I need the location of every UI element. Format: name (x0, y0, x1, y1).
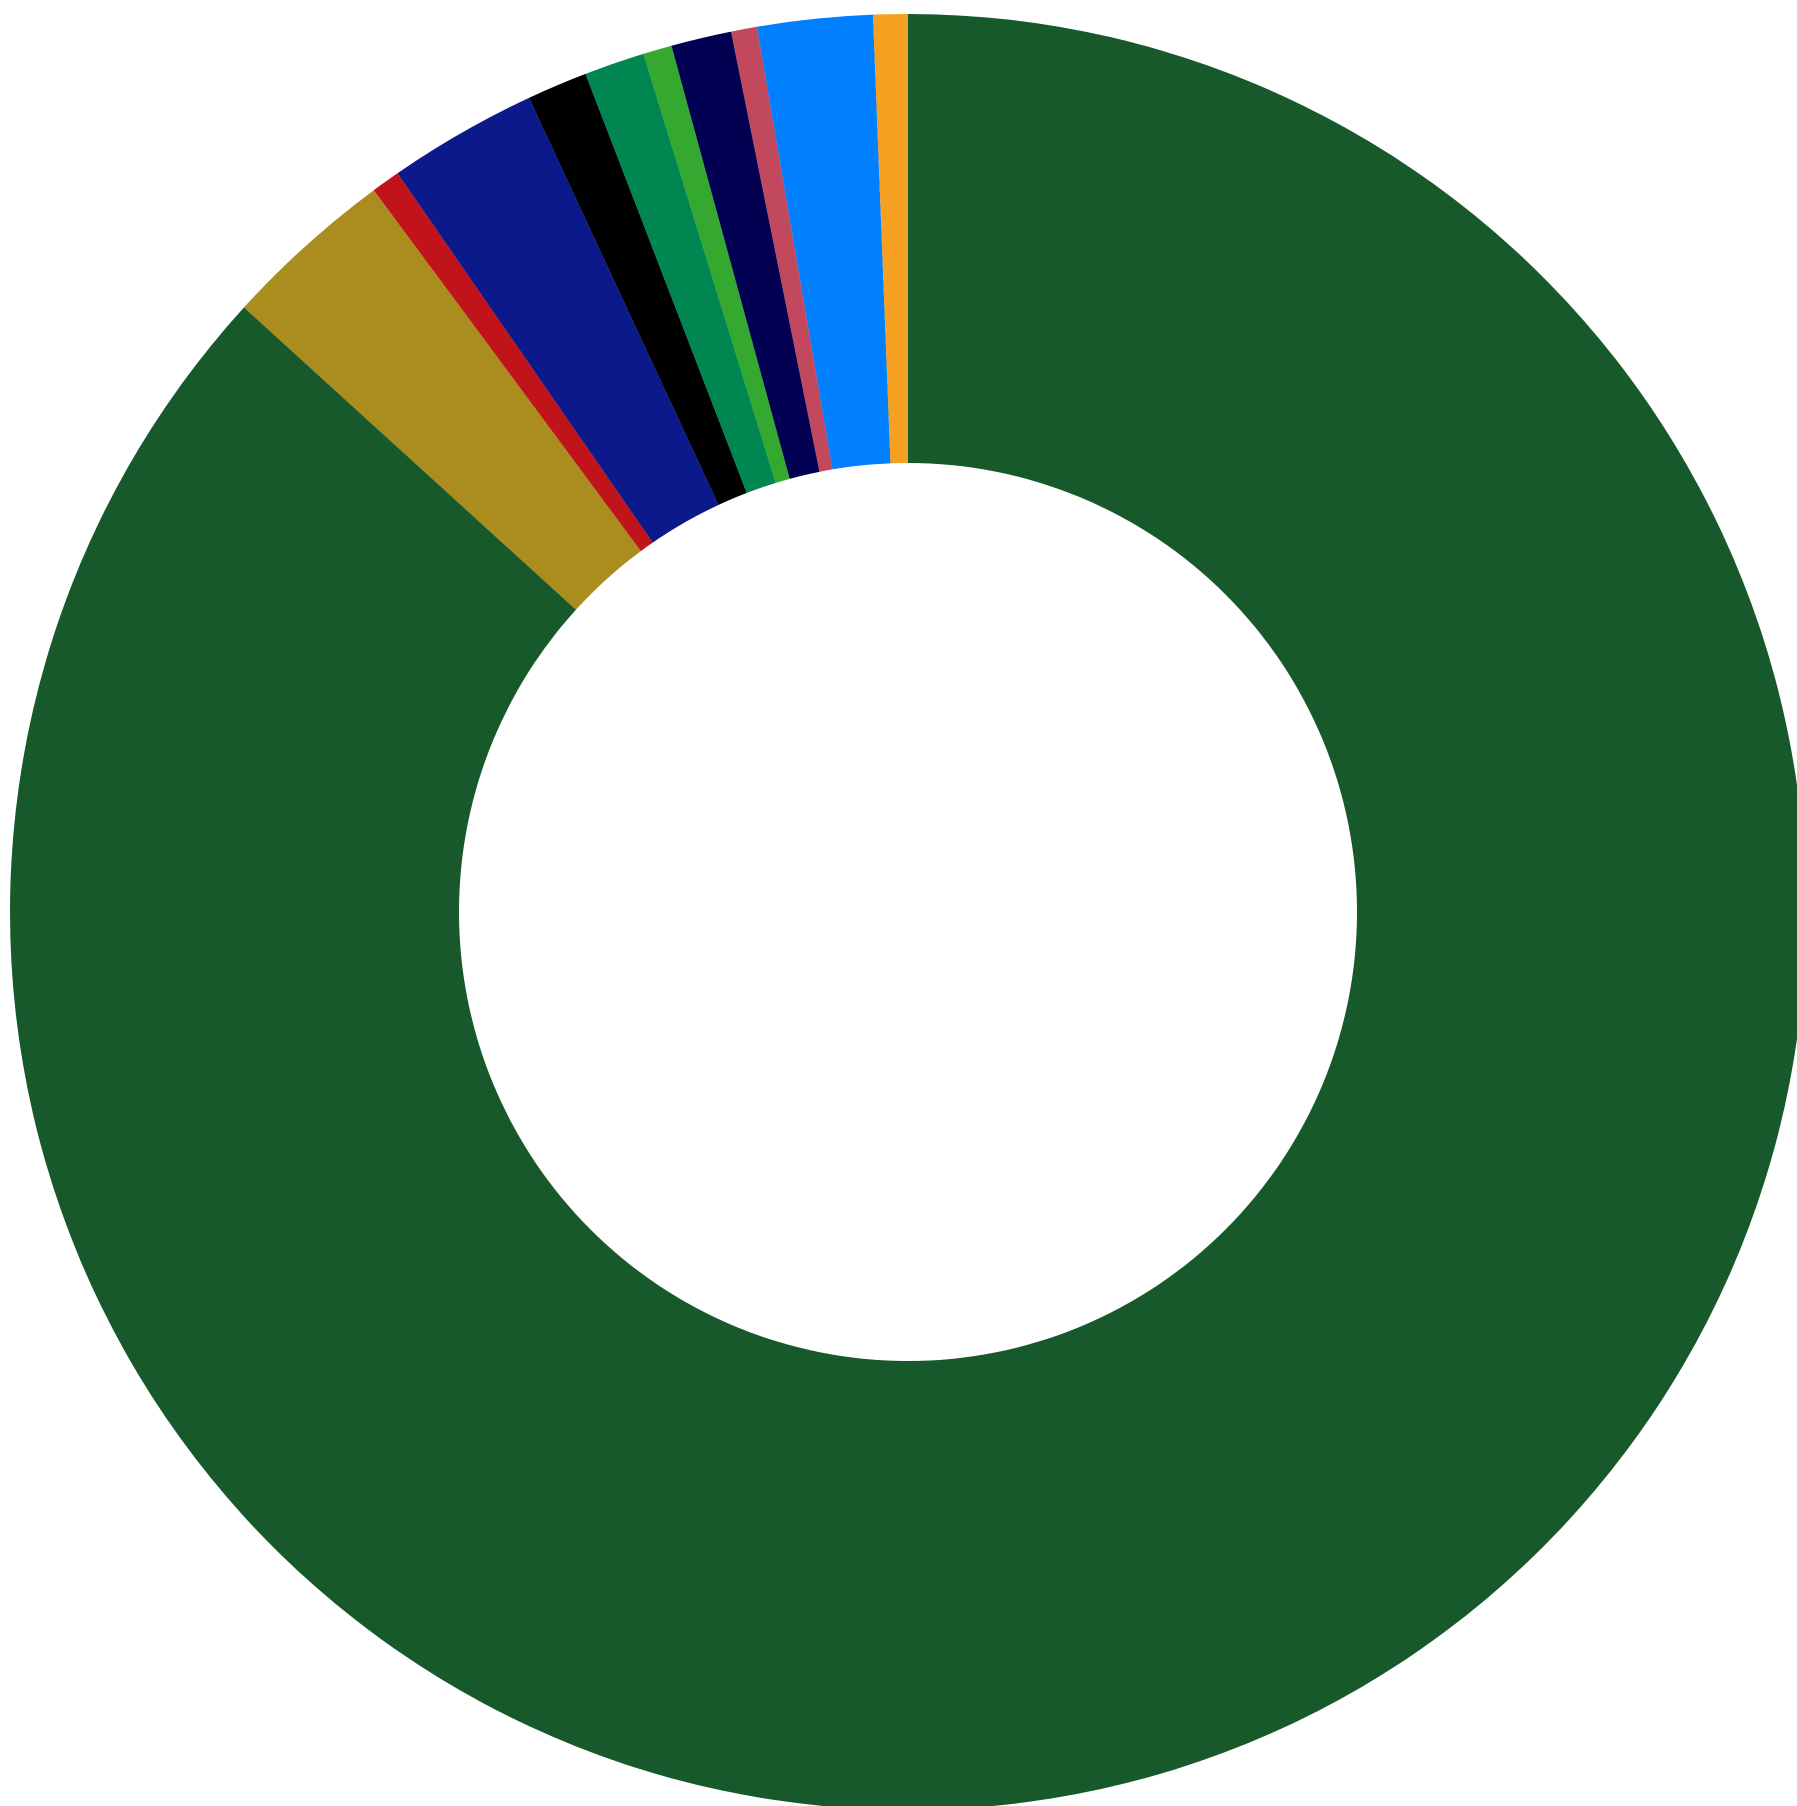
donut-hole (459, 463, 1357, 1361)
